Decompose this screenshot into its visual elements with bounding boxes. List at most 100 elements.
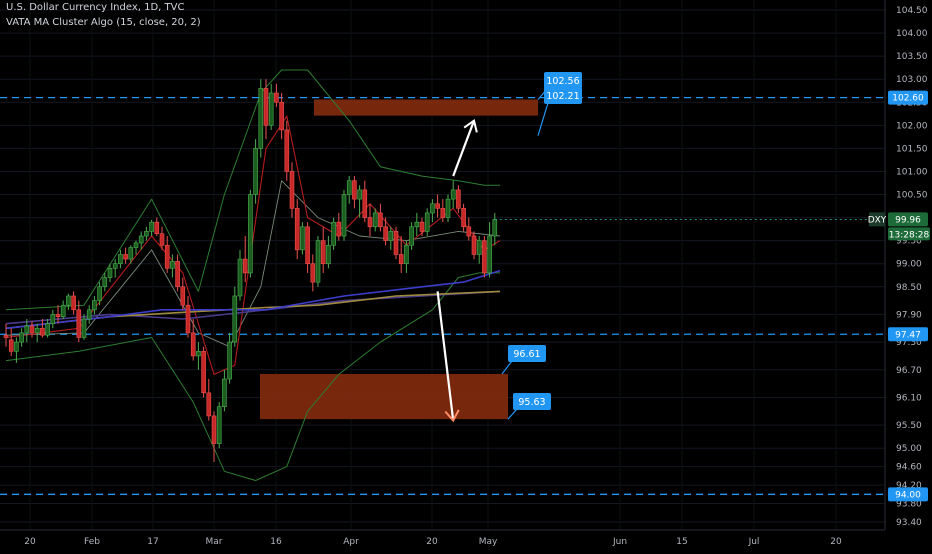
supply-demand-zone <box>314 99 538 116</box>
long-ma-line <box>5 290 501 330</box>
candle-body <box>50 314 56 324</box>
candle-body <box>294 208 300 251</box>
candle-body <box>492 219 498 237</box>
candle-body <box>352 180 357 200</box>
candle-body <box>227 341 232 380</box>
y-tick-label: 96.70 <box>896 366 922 376</box>
candle-body <box>14 341 19 352</box>
candle-body <box>92 300 97 311</box>
candle-body <box>430 203 435 214</box>
candle-body <box>253 148 258 195</box>
candle-body <box>336 221 342 237</box>
candle-body <box>466 226 472 237</box>
candle-body <box>482 240 487 274</box>
candle-body <box>206 392 212 417</box>
candle-body <box>138 235 144 244</box>
zone2-bottom-callout-box <box>513 393 551 410</box>
candle-body <box>144 231 149 237</box>
candle-body <box>476 240 482 255</box>
candle-body <box>242 258 248 274</box>
zone-bottom-callout-text: 102.21 <box>546 91 579 102</box>
candle-body <box>164 244 170 269</box>
y-tick-label: 104.50 <box>896 6 928 16</box>
y-tick-label: 93.40 <box>896 518 922 528</box>
candle-body <box>81 318 87 338</box>
y-tick-label: 97.90 <box>896 310 922 320</box>
candle-body <box>55 314 61 318</box>
y-tick-label: 97.30 <box>896 338 922 348</box>
zones <box>260 99 538 420</box>
candle-body <box>315 240 321 283</box>
trend-arrow-line <box>452 120 476 177</box>
candle-body <box>40 327 45 336</box>
y-tick-label: 99.00 <box>896 260 922 270</box>
trend-arrow-line <box>436 291 455 421</box>
candle-body <box>414 221 420 228</box>
candle-body <box>279 101 284 131</box>
level-price-tag-text: 97.47 <box>895 330 921 340</box>
x-tick-label: 20 <box>426 537 438 547</box>
y-tick-label: 99.50 <box>896 237 922 247</box>
candle-body <box>409 226 414 246</box>
symbol-tag-text: DXY <box>868 215 887 225</box>
y-tick-label: 95.50 <box>896 421 922 431</box>
x-tick-label: 20 <box>830 537 842 547</box>
candle-body <box>149 221 154 232</box>
y-tick-label: 94.20 <box>896 481 922 491</box>
candle-body <box>196 351 201 357</box>
candle-body <box>357 189 362 200</box>
chart-title: U.S. Dollar Currency Index, 1D, TVC <box>6 2 185 13</box>
candle-body <box>211 415 217 444</box>
indicator-legend[interactable]: VATA MA Cluster Algo (15, close, 20, 2) <box>6 17 201 28</box>
candle-body <box>201 351 206 394</box>
price-tags: 102.60 97.47 94.00 DXY 99.96 13:28:28 <box>494 90 930 502</box>
candle-body <box>424 212 430 232</box>
candle-body <box>310 263 316 283</box>
candle-body <box>341 194 347 237</box>
y-tick-label: 100.50 <box>896 191 928 201</box>
candle-body <box>372 212 378 228</box>
zone-bottom-callout-box <box>544 87 582 104</box>
bollinger-upper-line <box>5 69 500 311</box>
y-tick-label: 96.10 <box>896 393 922 403</box>
candle-body <box>97 286 102 301</box>
candle-body <box>123 254 128 260</box>
candle-body <box>232 295 238 343</box>
candle-body <box>300 226 305 251</box>
candle-body <box>133 242 139 248</box>
x-tick-label: Apr <box>343 537 359 547</box>
ma-200-line <box>5 269 501 330</box>
candle-body <box>248 194 253 274</box>
candle-body <box>404 244 409 264</box>
candle-body <box>320 240 326 264</box>
y-tick-label: 101.00 <box>896 167 928 177</box>
y-tick-label: 93.80 <box>896 500 922 510</box>
candle-body <box>263 88 269 126</box>
candle-body <box>8 339 14 352</box>
x-tick-label: 15 <box>676 537 687 547</box>
horizontal-levels <box>0 96 885 495</box>
candle-body <box>29 325 35 334</box>
x-tick-label: 20 <box>24 537 36 547</box>
level-price-tag-text: 102.60 <box>892 94 924 104</box>
supply-demand-zone <box>260 373 508 420</box>
candle-body <box>19 332 24 343</box>
x-tick-label: Mar <box>206 537 223 547</box>
level-price-tag <box>888 487 928 502</box>
zone-top-callout-text: 102.56 <box>546 76 579 87</box>
candle-body <box>445 198 451 218</box>
candles <box>3 79 498 463</box>
candle-body <box>128 247 134 260</box>
candle-body <box>66 295 71 306</box>
candle-body <box>331 221 336 246</box>
zone2-top-callout-text: 96.61 <box>513 349 540 360</box>
candle-body <box>185 304 191 334</box>
candle-body <box>383 226 388 241</box>
candle-body <box>24 325 30 334</box>
x-tick-label: May <box>479 537 498 547</box>
y-tick-label: 98.50 <box>896 283 922 293</box>
candle-body <box>268 92 274 126</box>
candle-body <box>45 323 50 336</box>
